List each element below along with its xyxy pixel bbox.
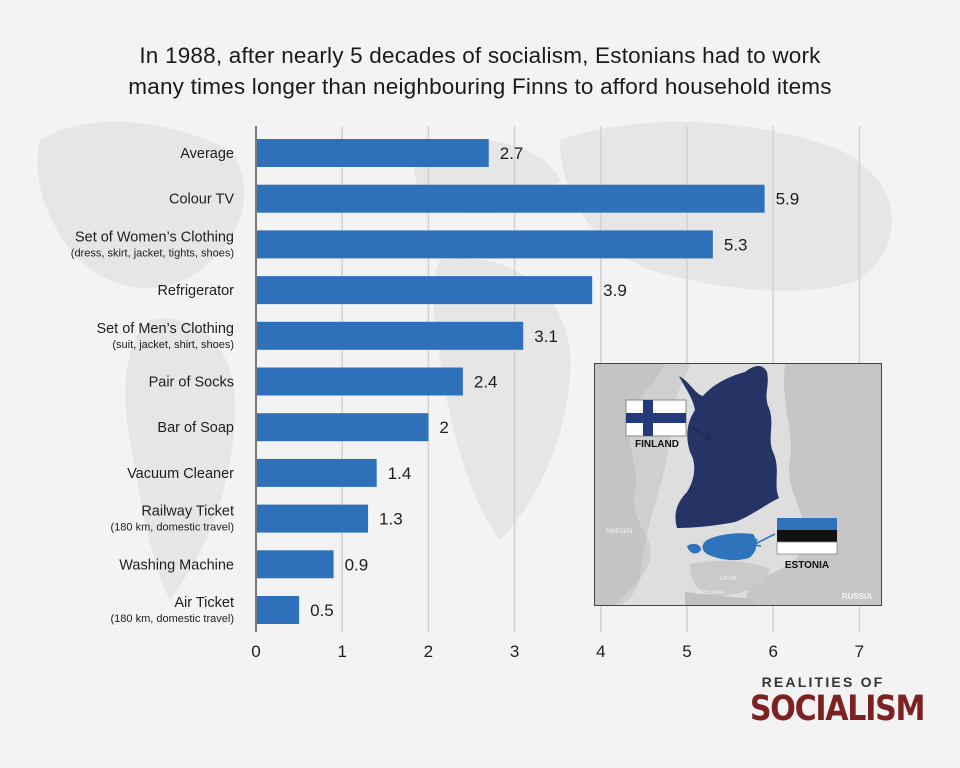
lithuania-land [685,592,755,605]
bar [256,413,429,442]
bar [256,596,300,624]
category-label: Set of Women’s Clothing [75,229,234,245]
value-label: 2.7 [500,144,524,163]
x-tick-label: 0 [251,642,260,661]
category-label: Vacuum Cleaner [127,466,234,482]
value-label: 0.9 [345,555,369,574]
x-tick-label: 5 [682,642,691,661]
x-axis-ticks: 0 1 2 3 4 5 6 7 [251,642,864,661]
estonia-island [687,543,701,554]
value-label: 1.4 [388,464,412,483]
category-label: Washing Machine [119,557,234,573]
value-label: 0.5 [310,601,334,620]
value-label: 5.9 [776,190,800,209]
finland-map-label: FINLAND [635,439,679,450]
category-labels: Average Colour TV Set of Women’s Clothing (… [71,146,235,625]
x-tick-label: 3 [510,642,519,661]
category-sublabel: (180 km, domestic travel) [111,613,234,625]
category-label: Set of Men’s Clothing [96,321,234,337]
map-inset: FINLAND ESTONIA SWEDEN RUSSIA LATVIA LIT… [594,363,882,606]
value-label: 3.1 [534,327,558,346]
category-label: Average [180,146,234,162]
brand-logo-top: REALITIES OF [761,674,885,690]
map-inset-svg: FINLAND ESTONIA SWEDEN RUSSIA LATVIA LIT… [595,364,881,605]
lithuania-map-label: LITHUANIA [697,590,724,596]
bar [256,139,489,167]
latvia-land [690,560,770,596]
chart-title-line-1: In 1988, after nearly 5 decades of socia… [139,43,821,68]
category-label: Bar of Soap [157,420,234,436]
bar [256,230,713,259]
finland-arrow [688,425,713,440]
estonia-arrow [752,533,776,547]
finland-shape [675,366,779,528]
latvia-map-label: LATVIA [720,576,738,582]
bar [256,550,334,579]
bar [256,276,593,305]
bar [256,184,765,213]
category-label: Railway Ticket [141,504,234,520]
value-label: 5.3 [724,235,748,254]
bar [256,504,369,533]
category-label: Colour TV [169,192,234,208]
x-tick-label: 2 [424,642,433,661]
bar [256,458,377,487]
category-sublabel: (dress, skirt, jacket, tights, shoes) [71,247,234,259]
category-sublabel: (suit, jacket, shirt, shoes) [112,339,234,351]
category-label: Pair of Socks [149,375,234,391]
chart-title-line-2: many times longer than neighbouring Finn… [128,74,832,99]
russia-land [745,364,881,605]
category-label: Air Ticket [174,595,234,611]
russia-map-label: RUSSIA [842,592,872,601]
finland-flag [625,399,687,437]
value-labels: 2.7 5.9 5.3 3.9 3.1 2.4 2 1.4 1.3 0.9 0.5 [310,144,799,620]
x-tick-label: 7 [855,642,864,661]
estonia-flag [776,518,838,555]
category-label: Refrigerator [157,283,234,299]
bar [256,367,463,396]
x-tick-label: 6 [768,642,777,661]
x-tick-label: 1 [337,642,346,661]
value-label: 2 [439,418,448,437]
chart-title: In 1988, after nearly 5 decades of socia… [0,40,960,102]
bar [256,321,524,350]
category-sublabel: (180 km, domestic travel) [111,522,234,534]
sweden-map-label: SWEDEN [606,529,632,535]
bars [256,139,765,624]
value-label: 3.9 [603,281,627,300]
value-label: 2.4 [474,373,498,392]
brand-logo: REALITIES OF SOCIALISM [738,674,926,729]
brand-logo-main: SOCIALISM [749,689,926,729]
estonia-shape [702,533,757,561]
x-tick-label: 4 [596,642,605,661]
value-label: 1.3 [379,510,403,529]
estonia-map-label: ESTONIA [785,560,829,571]
